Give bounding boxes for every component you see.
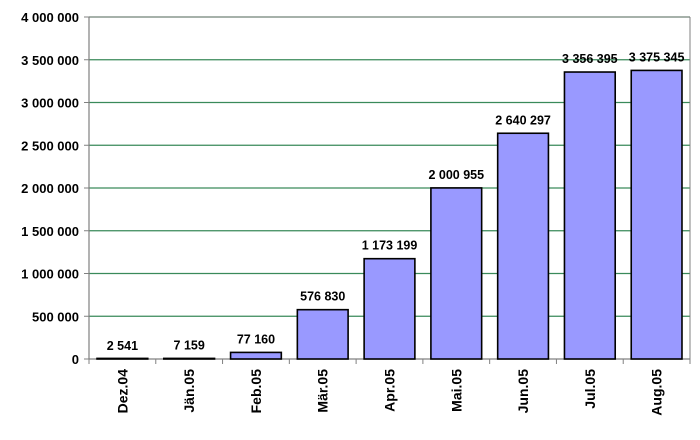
y-tick-label: 500 000 (32, 309, 79, 324)
y-tick-label: 0 (72, 352, 79, 367)
y-tick-label: 1 500 000 (21, 224, 79, 239)
data-label: 3 375 345 (629, 50, 685, 64)
x-tick-label: Jun.05 (515, 369, 531, 414)
x-tick-label: Jän.05 (181, 369, 197, 413)
bar (296, 308, 349, 360)
y-tick-label: 3 000 000 (21, 96, 79, 111)
bar (430, 187, 483, 360)
bar (96, 357, 149, 360)
bar (162, 357, 216, 360)
data-label: 77 160 (237, 332, 275, 346)
x-tick-label: Mär.05 (315, 369, 331, 413)
y-tick-label: 4 000 000 (21, 10, 79, 25)
bar (563, 71, 617, 360)
x-tick-label: Mai.05 (448, 369, 464, 412)
data-label: 2 000 955 (428, 168, 484, 182)
data-label: 2 541 (107, 339, 138, 353)
y-tick-label: 3 500 000 (21, 53, 79, 68)
y-tick-label: 1 000 000 (21, 267, 79, 282)
bar (363, 257, 416, 360)
data-label: 1 173 199 (362, 239, 418, 253)
y-tick-label: 2 500 000 (21, 138, 79, 153)
x-tick-label: Apr.05 (382, 369, 398, 412)
data-label: 3 356 395 (562, 52, 618, 66)
y-tick-label: 2 000 000 (21, 181, 79, 196)
x-tick-label: Jul.05 (582, 369, 598, 409)
bar (229, 351, 283, 360)
bar (630, 69, 683, 360)
labels: 0 500 000 1 000 000 1 500 000 2 000 000 2 500… (21, 10, 684, 416)
bar (496, 132, 550, 360)
data-label: 7 159 (174, 338, 205, 352)
x-tick-label: Aug.05 (649, 369, 665, 416)
gridlines (89, 16, 690, 317)
x-tick-label: Feb.05 (248, 369, 264, 414)
data-label: 2 640 297 (495, 113, 551, 127)
x-tick-label: Dez.04 (114, 369, 130, 414)
data-label: 576 830 (300, 290, 345, 304)
bars (96, 69, 683, 360)
